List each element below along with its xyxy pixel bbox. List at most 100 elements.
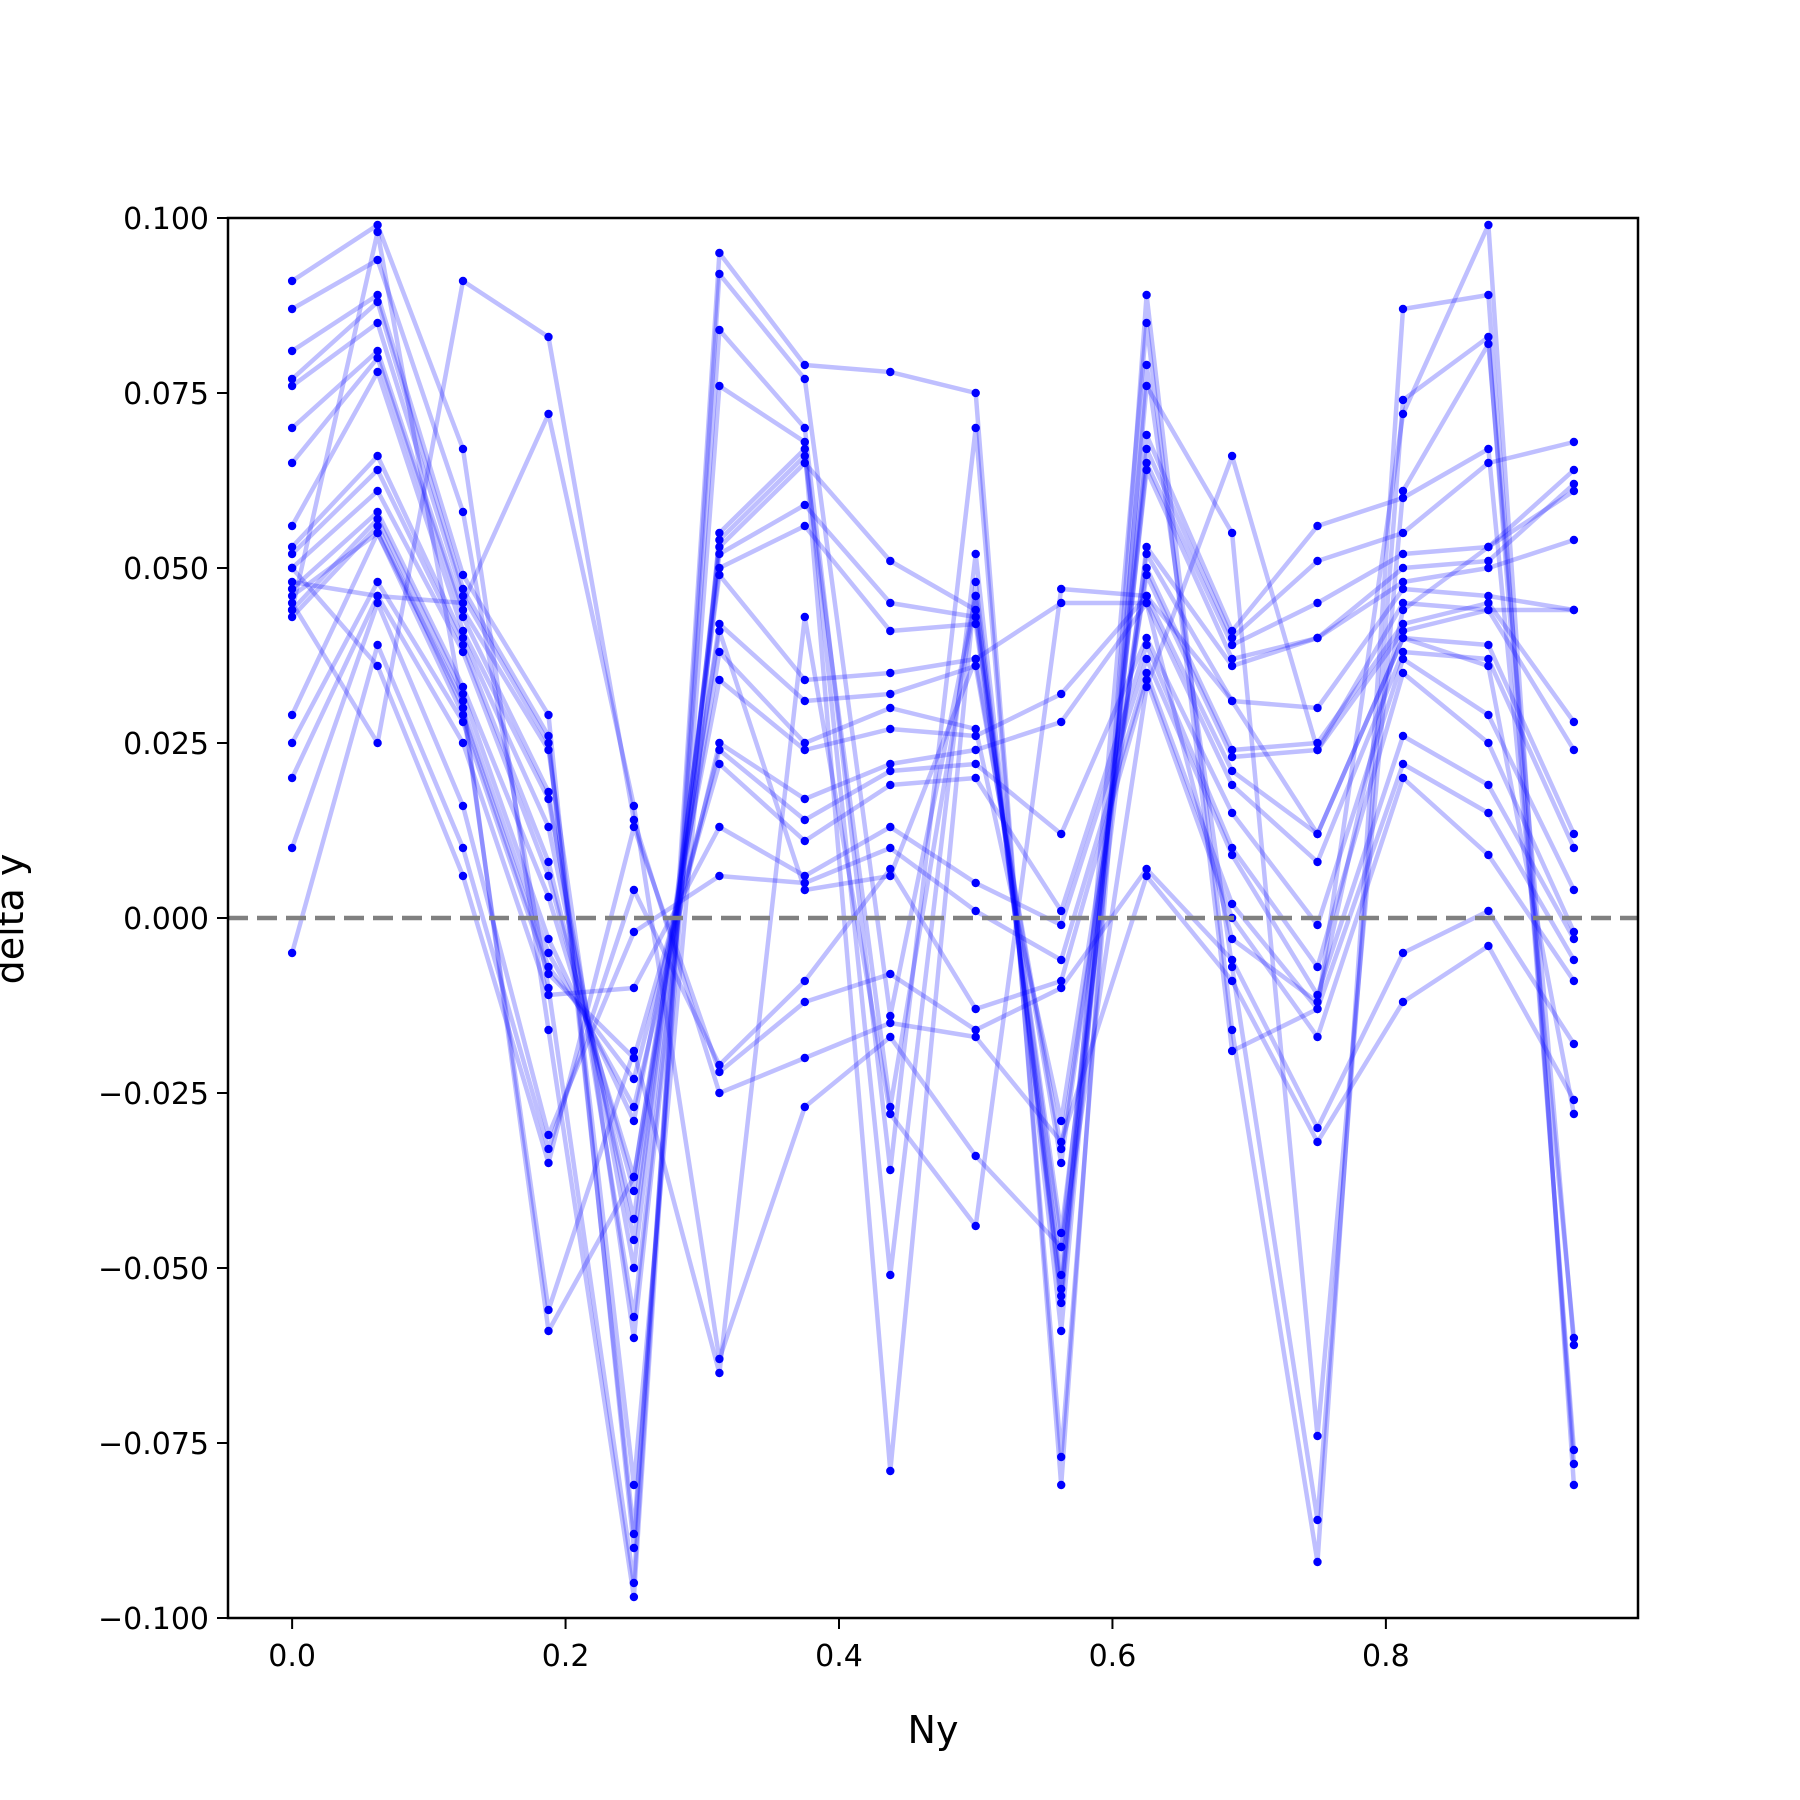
data-point <box>629 1046 639 1056</box>
data-point <box>886 969 895 979</box>
data-point <box>886 871 895 881</box>
data-point <box>1398 633 1408 643</box>
data-point <box>458 626 468 636</box>
data-point <box>971 549 980 559</box>
data-point <box>800 374 809 384</box>
data-point <box>1142 633 1151 643</box>
y-tick-label: 0.025 <box>123 727 209 762</box>
data-point <box>373 451 382 461</box>
data-point <box>1313 598 1322 608</box>
data-point <box>1227 752 1237 762</box>
data-point <box>287 591 297 601</box>
data-point <box>800 836 809 846</box>
data-point <box>715 647 724 657</box>
data-point <box>458 633 468 643</box>
data-point <box>1484 332 1493 342</box>
data-point <box>1569 1109 1579 1119</box>
series-line-15 <box>290 530 1576 1082</box>
x-tick-label: 0.0 <box>268 1639 316 1674</box>
data-point <box>373 346 382 356</box>
data-point <box>458 444 468 454</box>
series-line-24 <box>290 489 1576 1334</box>
data-point <box>886 766 895 776</box>
data-point <box>1313 1123 1322 1133</box>
data-point <box>1313 633 1322 643</box>
data-point <box>1484 941 1493 951</box>
data-point <box>800 1053 809 1063</box>
data-point <box>1313 1032 1322 1042</box>
x-tick-label: 0.8 <box>1362 1639 1410 1674</box>
data-point <box>800 675 809 685</box>
data-point <box>1057 1137 1066 1147</box>
data-point <box>458 276 468 286</box>
data-point <box>629 1578 639 1588</box>
data-point <box>1484 458 1493 468</box>
data-point <box>1398 668 1408 678</box>
data-point <box>544 794 553 804</box>
data-point <box>971 878 980 888</box>
data-point <box>373 514 382 524</box>
series-line-6 <box>290 348 1575 1341</box>
data-point <box>971 423 980 433</box>
data-point <box>1313 990 1322 1000</box>
data-point <box>1142 864 1151 874</box>
data-point <box>800 521 809 531</box>
data-point <box>1484 780 1493 790</box>
data-point <box>544 1326 553 1336</box>
data-point <box>1057 1298 1066 1308</box>
data-point <box>287 584 297 594</box>
data-point <box>373 290 382 300</box>
x-axis-ticks: 0.0 0.2 0.4 0.6 0.8 <box>268 1618 1410 1674</box>
data-point <box>800 423 809 433</box>
data-point <box>1142 465 1151 475</box>
data-point <box>287 948 297 958</box>
data-point <box>1313 962 1322 972</box>
data-point <box>1313 1515 1322 1525</box>
data-point <box>886 1466 895 1476</box>
data-point <box>1313 857 1322 867</box>
data-point <box>886 367 895 377</box>
data-point <box>1227 654 1237 664</box>
data-point <box>373 507 382 517</box>
data-point <box>715 549 724 559</box>
data-point <box>1398 626 1408 636</box>
data-point <box>544 892 553 902</box>
data-point <box>1227 934 1237 944</box>
data-point <box>287 346 297 356</box>
data-point <box>886 1011 895 1021</box>
data-point <box>886 556 895 566</box>
data-point <box>287 549 297 559</box>
data-point <box>458 717 468 727</box>
data-point <box>1227 626 1237 636</box>
data-point <box>1227 633 1237 643</box>
data-point <box>800 360 809 370</box>
data-point <box>1398 409 1408 419</box>
data-point <box>629 1263 639 1273</box>
data-point <box>1569 829 1579 839</box>
data-point <box>715 871 724 881</box>
data-point <box>1227 962 1237 972</box>
data-point <box>1142 591 1151 601</box>
data-point <box>1398 493 1408 503</box>
data-point <box>1484 290 1493 300</box>
data-point <box>1484 640 1493 650</box>
data-point <box>544 871 553 881</box>
data-point <box>1398 948 1408 958</box>
data-point <box>715 269 724 279</box>
data-point <box>886 1102 895 1112</box>
data-point <box>886 598 895 608</box>
data-point <box>886 1270 895 1280</box>
data-point <box>800 612 809 622</box>
data-point <box>1227 696 1237 706</box>
data-point <box>1142 675 1151 685</box>
data-point <box>458 584 468 594</box>
data-point <box>971 388 980 398</box>
data-point <box>971 773 980 783</box>
data-point <box>1227 850 1237 860</box>
data-point <box>1484 444 1493 454</box>
data-point <box>458 598 468 608</box>
data-point <box>1398 759 1408 769</box>
data-point <box>886 759 895 769</box>
data-point <box>800 871 809 881</box>
data-point <box>1142 458 1151 468</box>
